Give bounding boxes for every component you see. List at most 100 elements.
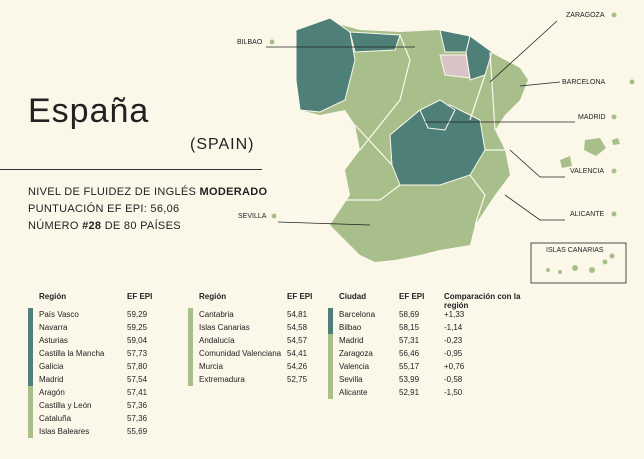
cell: Extremadura	[199, 375, 245, 384]
navarra	[465, 35, 493, 81]
header-row: Ciudad EF EPI Comparación con la región	[328, 292, 544, 310]
cell: Aragón	[39, 388, 65, 397]
cell: Sevilla	[339, 375, 363, 384]
color-bar	[28, 373, 33, 386]
cell: 55,17	[399, 362, 420, 371]
city-label: BARCELONA	[562, 79, 606, 86]
cell: -0,58	[444, 375, 463, 384]
border	[345, 124, 401, 201]
cell: 52,75	[287, 375, 308, 384]
color-bar	[188, 347, 193, 360]
color-bar	[328, 308, 333, 321]
leader	[277, 221, 371, 226]
cell: 55,69	[127, 427, 148, 436]
fluency-level: MODERADO	[199, 186, 268, 198]
header-cell: Comparación con la región	[444, 292, 521, 310]
title: España	[28, 92, 150, 130]
cell: 57,31	[399, 336, 420, 345]
region-label: ISLAS CANARIAS	[546, 247, 604, 254]
cell: 54,41	[287, 349, 308, 358]
dot	[611, 211, 617, 217]
cell: Islas Canarias	[199, 323, 250, 332]
table: Región EF EPI Cantabria 54,81 Islas Canarias…	[188, 292, 327, 386]
baleares	[612, 138, 620, 145]
color-bar	[328, 321, 333, 334]
color-bar	[188, 321, 193, 334]
rank: #28	[82, 220, 102, 232]
score: PUNTUACIÓN EF EPI: 56,06	[28, 203, 180, 215]
color-bar	[28, 308, 33, 321]
header-cell: EF EPI	[127, 292, 153, 301]
cell: Cataluña	[39, 414, 72, 423]
pais-vasco	[439, 29, 471, 53]
cell: Castilla y León	[39, 401, 92, 410]
dot	[269, 39, 275, 45]
island	[589, 267, 595, 273]
cell: 57,54	[127, 375, 148, 384]
row: Asturias 59,04	[28, 334, 167, 347]
cell: +0,76	[444, 362, 465, 371]
cell: +1,33	[444, 310, 465, 319]
island	[602, 259, 608, 265]
cell: 54,26	[287, 362, 308, 371]
table: Región EF EPI País Vasco 59,29 Navarra 59,25 A…	[28, 292, 167, 438]
city-label: SEVILLA	[238, 213, 267, 220]
row: Comunidad Valenciana 54,41	[188, 347, 327, 360]
cell: 57,36	[127, 414, 148, 423]
cell: 54,57	[287, 336, 308, 345]
cell: Cantabria	[199, 310, 234, 319]
cell: Valencia	[339, 362, 370, 371]
row: Bilbao 58,15 -1,14	[328, 321, 544, 334]
leader	[504, 194, 565, 221]
row: Castilla y León 57,36	[28, 399, 167, 412]
color-bar	[28, 412, 33, 425]
row: Sevilla 53,99 -0,58	[328, 373, 544, 386]
color-bar	[28, 321, 33, 334]
color-bar	[28, 425, 33, 438]
color-bar	[328, 386, 333, 399]
cell: 57,80	[127, 362, 148, 371]
rank-prefix: NÚMERO	[28, 220, 79, 232]
rank-suffix: DE 80 PAÍSES	[104, 220, 181, 232]
subtitle: (SPAIN)	[190, 136, 255, 153]
baleares	[584, 138, 606, 156]
cell: -1,50	[444, 388, 463, 397]
cell: 59,04	[127, 336, 148, 345]
city-label: VALENCIA	[570, 168, 604, 175]
color-bar	[188, 360, 193, 373]
dot	[629, 79, 635, 85]
cell: Murcia	[199, 362, 224, 371]
color-bar	[28, 399, 33, 412]
border	[469, 149, 505, 226]
cell: 59,25	[127, 323, 148, 332]
cell: 56,46	[399, 349, 420, 358]
dot	[611, 168, 617, 174]
row: Islas Baleares 55,69	[28, 425, 167, 438]
color-bar	[28, 347, 33, 360]
city-label: BILBAO	[237, 39, 263, 46]
header-cell: EF EPI	[399, 292, 425, 301]
island	[558, 270, 562, 274]
header-cell: Región	[39, 292, 67, 301]
border	[359, 34, 411, 151]
baleares	[560, 156, 572, 168]
cell: Asturias	[39, 336, 68, 345]
spacer	[28, 292, 39, 308]
color-bar	[188, 373, 193, 386]
color-bar	[188, 334, 193, 347]
leader	[519, 81, 561, 87]
la-rioja	[439, 54, 471, 79]
cell: 52,91	[399, 388, 420, 397]
cell: Zaragoza	[339, 349, 373, 358]
row: Zaragoza 56,46 -0,95	[328, 347, 544, 360]
table: Ciudad EF EPI Comparación con la región Bar…	[328, 292, 544, 399]
leader	[509, 149, 565, 178]
dot	[611, 12, 617, 18]
row: Madrid 57,31 -0,23	[328, 334, 544, 347]
row: Cataluña 57,36	[28, 412, 167, 425]
color-bar	[328, 373, 333, 386]
map: ZARAGOZA BILBAO BARCELONA MADRID VALENCI…	[237, 12, 635, 284]
cell: Navarra	[39, 323, 68, 332]
row: Valencia 55,17 +0,76	[328, 360, 544, 373]
